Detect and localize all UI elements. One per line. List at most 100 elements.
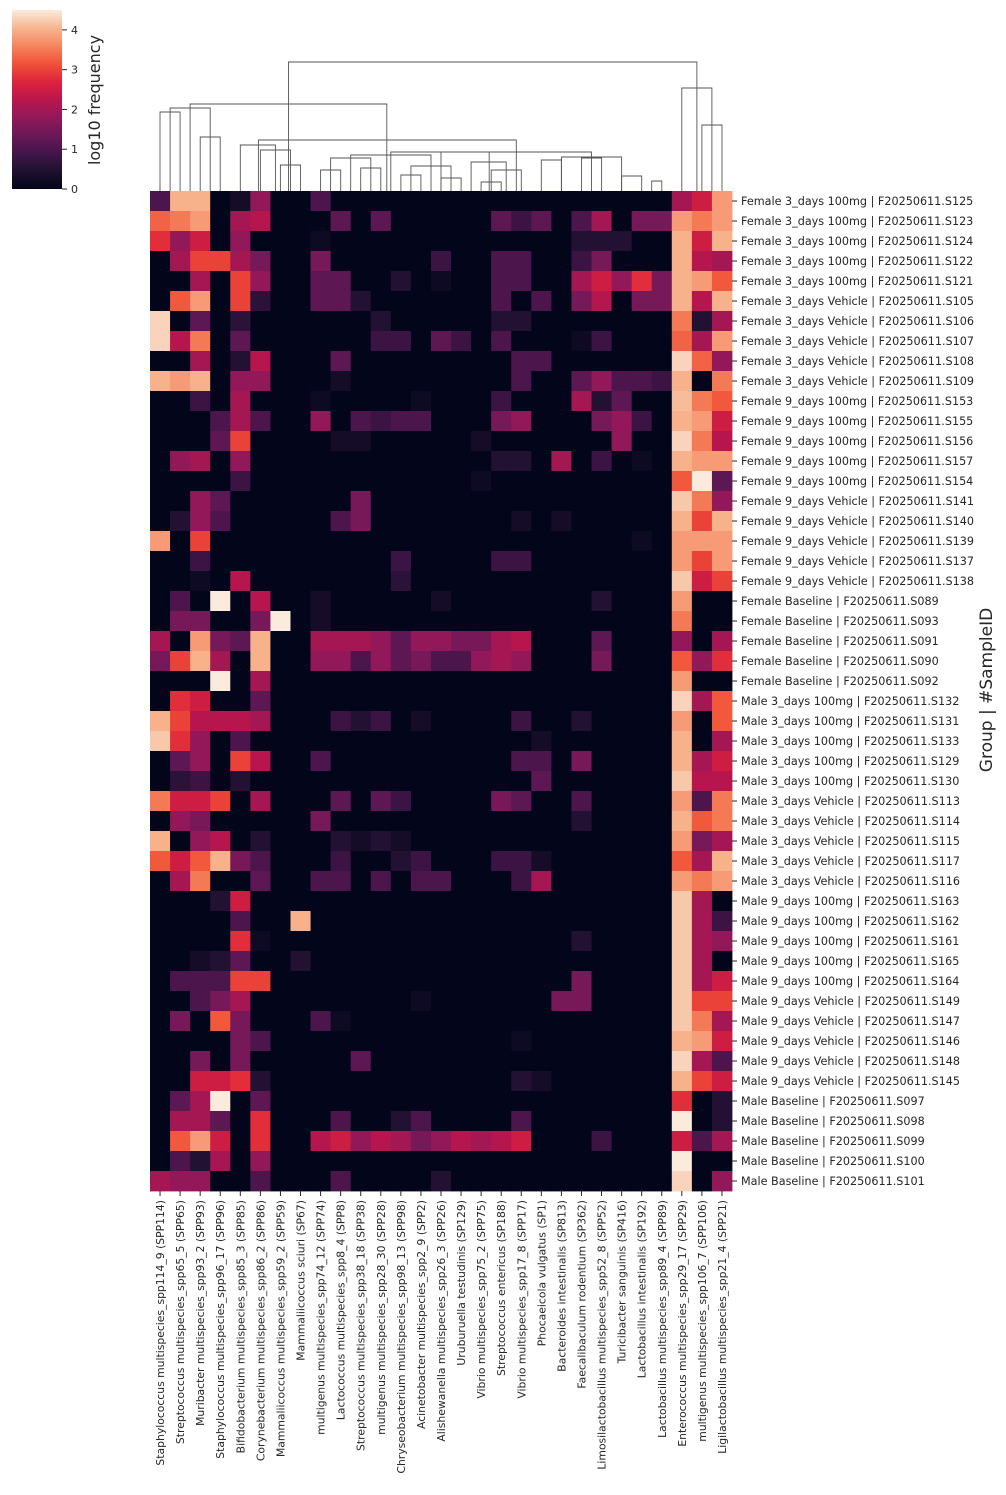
heatmap-cell [310,1071,332,1092]
row-label: Female 3_days Vehicle | F20250611.S105 [741,295,974,308]
heatmap-cell [571,891,592,912]
heatmap-cell [531,991,552,1012]
heatmap-cell [330,731,352,752]
heatmap-cell [691,671,713,692]
heatmap-cell [671,471,693,492]
heatmap-cell [611,431,633,452]
heatmap-cell [491,451,512,472]
heatmap-cell [210,391,231,412]
heatmap-cell [571,571,592,592]
heatmap-cell [451,551,472,572]
heatmap-cell [410,311,432,332]
heatmap-cell [190,791,211,812]
heatmap-cell [290,751,311,772]
heatmap-cell [270,511,291,532]
heatmap-cell [651,411,673,432]
heatmap-cell [170,951,191,972]
heatmap-cell [711,731,733,752]
heatmap-cell [230,391,251,412]
heatmap-cell [671,391,693,412]
heatmap-cell [471,291,492,312]
heatmap-cell [270,371,291,392]
heatmap-cell [250,391,271,412]
column-label: Mammaliicoccus sciuri (SP67) [295,1200,308,1361]
column-label: Chryseobacterium multispecies_spp98_13 (… [395,1200,408,1474]
heatmap-cell [170,371,191,392]
heatmap-cell [330,271,352,292]
heatmap-cell [330,191,352,212]
heatmap-cell [631,731,653,752]
heatmap-cell [691,391,713,412]
heatmap-cell [350,431,372,452]
heatmap-cell [290,851,311,872]
heatmap-cell [491,511,512,532]
heatmap-cell [671,1091,693,1112]
heatmap-cell [651,671,673,692]
heatmap-cell [611,671,633,692]
heatmap-cell [310,1111,332,1132]
heatmap-cell [270,411,291,432]
heatmap-cell [230,931,251,952]
heatmap-cell [310,691,332,712]
heatmap-cell [611,791,633,812]
heatmap-cell [430,1171,452,1192]
heatmap-cell [310,751,332,772]
heatmap-cell [430,831,452,852]
heatmap-cell [491,371,512,392]
heatmap-cell [451,331,472,352]
heatmap-cell [531,551,552,572]
heatmap-cell [210,1091,231,1112]
heatmap-cell [430,451,452,472]
heatmap-cell [410,411,432,432]
heatmap-cell [591,531,612,552]
heatmap-cell [290,1171,311,1192]
heatmap-cell [711,491,733,512]
heatmap-cell [230,271,251,292]
heatmap-cell [230,351,251,372]
heatmap-cell [591,491,612,512]
heatmap-cell [671,971,693,992]
heatmap-cell [410,891,432,912]
heatmap-cell [691,411,713,432]
heatmap-cell [631,1171,653,1192]
heatmap-cell [410,431,432,452]
heatmap-cell [551,611,572,632]
heatmap-cell [170,351,191,372]
heatmap-cell [190,351,211,372]
heatmap-cell [711,851,733,872]
colorbar-tick-label: 2 [71,103,78,116]
heatmap-cell [270,471,291,492]
heatmap-cell [651,611,673,632]
heatmap-cell [210,771,231,792]
row-label: Female 3_days 100mg | F20250611.S124 [741,235,973,248]
column-label: Mammaliicoccus multispecies_spp59_2 (SPP… [274,1200,287,1457]
heatmap-cell [310,451,332,472]
heatmap-cell [270,691,291,712]
heatmap-cell [330,931,352,952]
heatmap-cell [711,791,733,812]
heatmap-cell [430,1031,452,1052]
heatmap-cell [190,1071,211,1092]
heatmap-cell [290,371,311,392]
heatmap-cell [451,711,472,732]
heatmap-cell [471,711,492,732]
heatmap-cell [370,351,392,372]
heatmap-cell [651,871,673,892]
heatmap-cell [350,251,372,272]
heatmap-cell [451,351,472,372]
heatmap-cell [671,691,693,712]
heatmap-cell [270,271,291,292]
heatmap-cell [451,991,472,1012]
heatmap-cell [290,1151,311,1172]
heatmap-cell [390,951,412,972]
heatmap-cell [310,951,332,972]
heatmap-cell [571,671,592,692]
heatmap-cell [350,391,372,412]
heatmap-cell [471,531,492,552]
heatmap-cell [671,991,693,1012]
heatmap-cell [531,371,552,392]
heatmap-cell [290,911,311,932]
heatmap-cell [691,951,713,972]
heatmap-cell [250,1011,271,1032]
heatmap-cell [671,311,693,332]
